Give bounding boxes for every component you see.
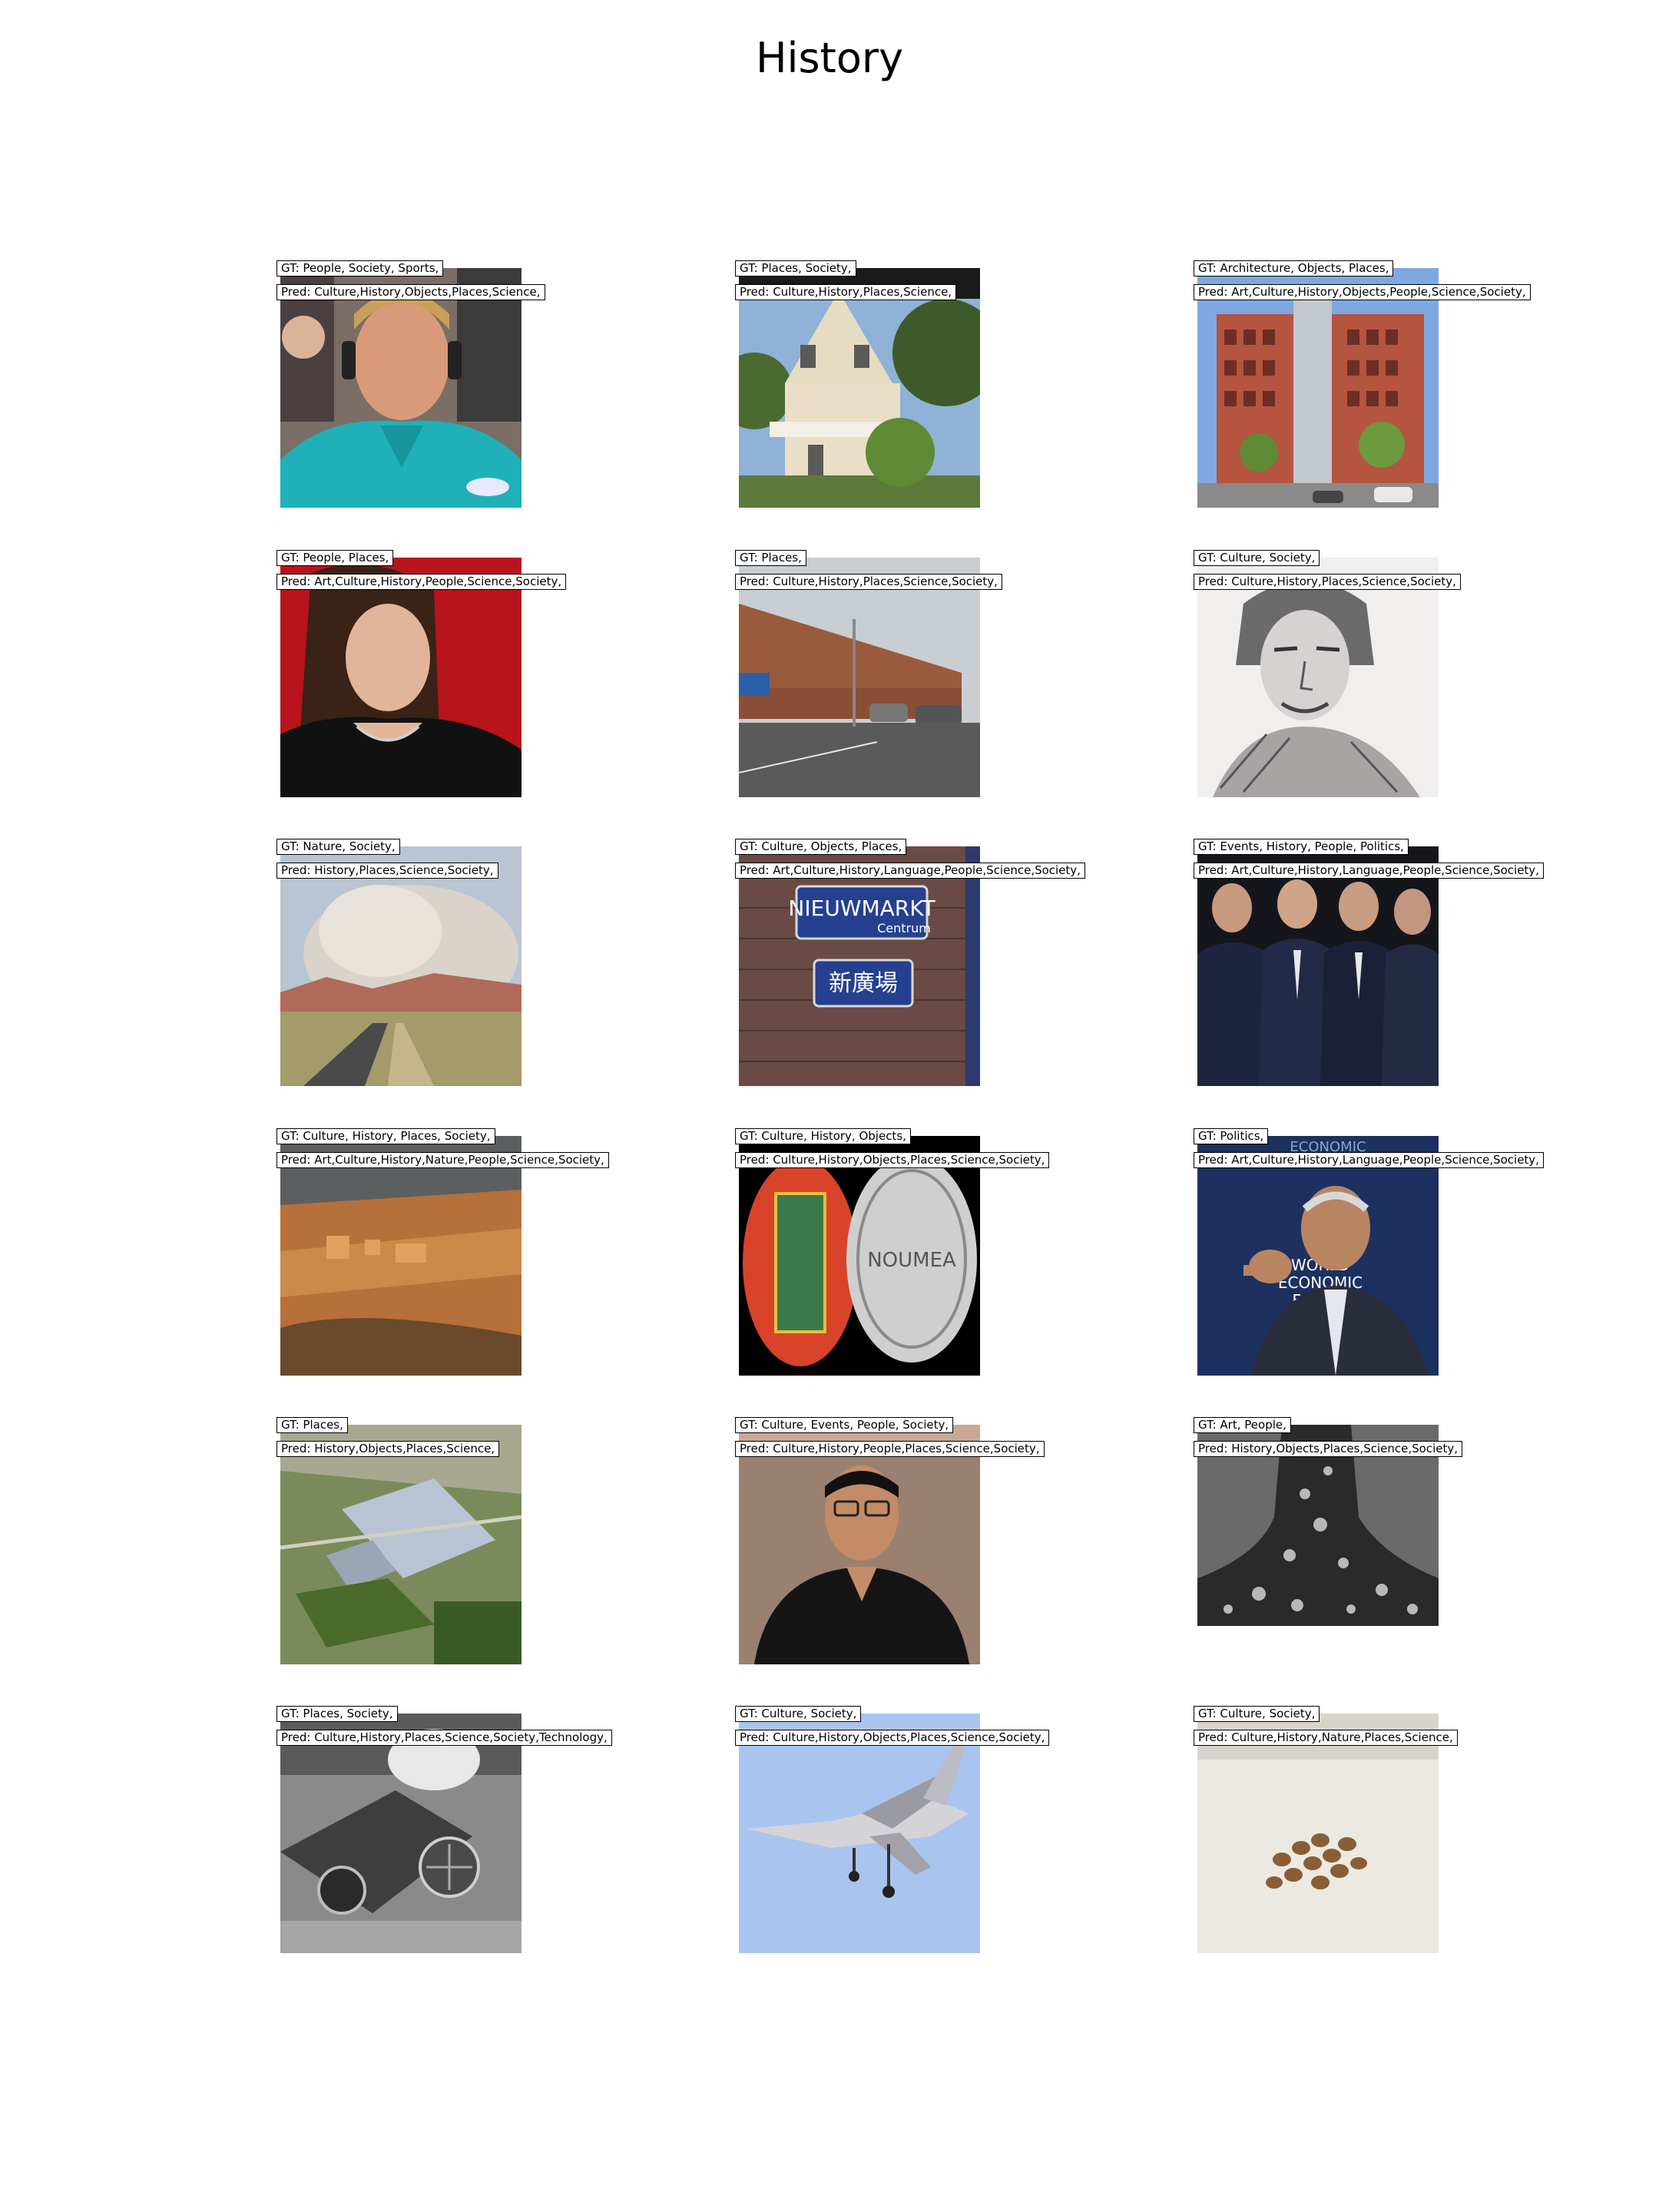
panel-10: GT: Culture, History, Places, Society, P… [276, 1128, 609, 1376]
pred-label: Pred: Culture,History,People,Places,Scie… [735, 1441, 1045, 1457]
pred-label: Pred: History,Places,Science,Society, [276, 863, 498, 879]
gt-label: GT: Culture, History, Objects, [735, 1128, 911, 1144]
gt-label: GT: People, Places, [276, 550, 394, 566]
pred-label: Pred: Culture,History,Places,Science,Soc… [1194, 574, 1461, 590]
desert-storm-road-photo [280, 846, 522, 1086]
pred-label: Pred: History,Objects,Places,Science,Soc… [1194, 1441, 1463, 1457]
victorian-house-photo [739, 268, 980, 508]
gt-label: GT: Places, Society, [735, 260, 856, 276]
gt-label: GT: Politics, [1194, 1128, 1269, 1144]
pred-label: Pred: Culture,History,Places,Science,Soc… [735, 574, 1002, 590]
coins-photo: NOUMEA [739, 1136, 980, 1376]
panel-12: ECONOMIC WORLD ECONOMIC FORUM GT: Politi… [1194, 1128, 1544, 1376]
sign-subtext: Centrum [877, 921, 931, 935]
seeds-photo [1197, 1714, 1439, 1953]
panel-6: GT: Culture, Society, Pred: Culture,Hist… [1194, 550, 1461, 797]
figure-title: History [755, 34, 904, 82]
sign-text: NIEUWMARKT [788, 896, 935, 921]
gt-label: GT: Art, People, [1194, 1417, 1291, 1433]
man-with-headset-photo [280, 268, 522, 508]
sign-chinese-text: 新廣場 [829, 970, 898, 997]
fighter-jet-photo [739, 1714, 980, 1953]
abstract-texture-photo [1197, 1425, 1439, 1626]
walmart-store-photo [739, 558, 980, 797]
machinery-bw-photo [280, 1714, 522, 1953]
coin-text: NOUMEA [867, 1249, 956, 1272]
brick-building-photo [1197, 268, 1439, 508]
panel-11: NOUMEA GT: Culture, History, Objects, Pr… [735, 1128, 1050, 1376]
panel-15: GT: Art, People, Pred: History,Objects,P… [1194, 1417, 1463, 1664]
gt-label: GT: People, Society, Sports, [276, 260, 444, 276]
gt-label: GT: Nature, Society, [276, 839, 400, 855]
panel-16: GT: Places, Society, Pred: Culture,Histo… [276, 1706, 612, 1953]
speaker-forum-photo: ECONOMIC WORLD ECONOMIC FORUM [1197, 1136, 1439, 1376]
pred-label: Pred: Art,Culture,History,People,Science… [276, 574, 567, 590]
panel-5: GT: Places, Pred: Culture,History,Places… [735, 550, 1002, 797]
man-with-glasses-photo [739, 1425, 980, 1664]
pred-label: Pred: Culture,History,Nature,Places,Scie… [1194, 1730, 1458, 1746]
gt-label: GT: Culture, Society, [1194, 1706, 1320, 1722]
gt-label: GT: Places, [735, 550, 806, 566]
panel-7: GT: Nature, Society, Pred: History,Place… [276, 839, 522, 1086]
panel-13: GT: Places, Pred: History,Objects,Places… [276, 1417, 522, 1664]
gt-label: GT: Culture, Society, [735, 1706, 862, 1722]
panel-8: NIEUWMARKT Centrum 新廣場 GT: Culture, Obje… [735, 839, 1085, 1086]
gt-label: GT: Culture, History, Places, Society, [276, 1128, 495, 1144]
pred-label: Pred: Culture,History,Objects,Places,Sci… [735, 1152, 1050, 1168]
pencil-sketch-portrait [1197, 558, 1439, 797]
pred-label: Pred: Culture,History,Places,Science,Soc… [276, 1730, 612, 1746]
panel-9: GT: Events, History, People, Politics, P… [1194, 839, 1544, 1086]
pred-label: Pred: History,Objects,Places,Science, [276, 1441, 500, 1457]
backdrop-text: ECONOMIC [1290, 1139, 1366, 1155]
warehouse-aerial-photo [280, 1425, 522, 1664]
gt-label: GT: Culture, Objects, Places, [735, 839, 907, 855]
panel-2: GT: Places, Society, Pred: Culture,Histo… [735, 260, 980, 508]
panel-1: GT: People, Society, Sports, Pred: Cultu… [276, 260, 545, 508]
panel-18: GT: Culture, Society, Pred: Culture,Hist… [1194, 1706, 1458, 1953]
gt-label: GT: Places, Society, [276, 1706, 398, 1722]
pred-label: Pred: Culture,History,Objects,Places,Sci… [276, 284, 545, 300]
gt-label: GT: Events, History, People, Politics, [1194, 839, 1409, 855]
panel-4: GT: People, Places, Pred: Art,Culture,Hi… [276, 550, 567, 797]
pred-label: Pred: Culture,History,Objects,Places,Sci… [735, 1730, 1050, 1746]
pred-label: Pred: Art,Culture,History,Objects,People… [1194, 284, 1531, 300]
gt-label: GT: Culture, Events, People, Society, [735, 1417, 954, 1433]
panel-14: GT: Culture, Events, People, Society, Pr… [735, 1417, 1045, 1664]
gt-label: GT: Places, [276, 1417, 348, 1433]
pred-label: Pred: Art,Culture,History,Nature,People,… [276, 1152, 609, 1168]
panel-3: GT: Architecture, Objects, Places, Pred:… [1194, 260, 1531, 508]
gt-label: GT: Culture, Society, [1194, 550, 1320, 566]
seated-officials-photo [1197, 846, 1439, 1086]
pred-label: Pred: Art,Culture,History,Language,Peopl… [735, 863, 1085, 879]
gt-label: GT: Architecture, Objects, Places, [1194, 260, 1394, 276]
street-sign-photo: NIEUWMARKT Centrum 新廣場 [739, 846, 980, 1086]
woman-portrait-photo [280, 558, 522, 797]
pred-label: Pred: Art,Culture,History,Language,Peopl… [1194, 863, 1544, 879]
pred-label: Pred: Art,Culture,History,Language,Peopl… [1194, 1152, 1544, 1168]
pred-label: Pred: Culture,History,Places,Science, [735, 284, 957, 300]
panel-17: GT: Culture, Society, Pred: Culture,Hist… [735, 1706, 1050, 1953]
ancient-ruins-aerial-photo [280, 1136, 522, 1376]
